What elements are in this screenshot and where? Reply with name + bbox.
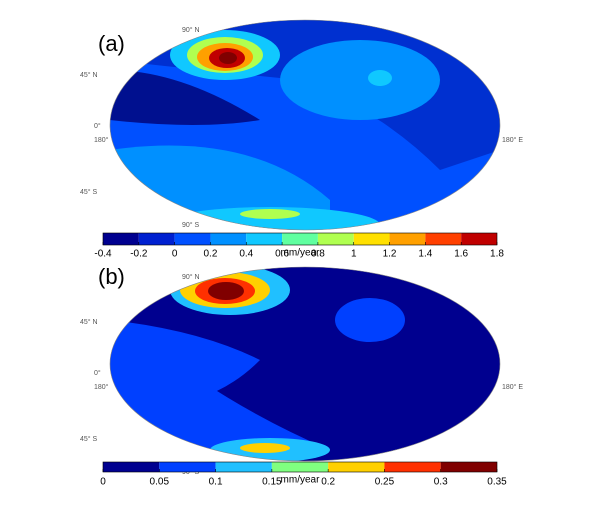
- graticule-label: 45° N: [80, 71, 98, 79]
- colorbar-segment: [353, 233, 390, 245]
- graticule-label: 180°: [94, 136, 109, 144]
- colorbar-segment: [440, 462, 497, 472]
- colorbar-tick-label: 0.25: [375, 477, 395, 488]
- colorbar-tick-label: -0.2: [130, 249, 148, 260]
- graticule-label: 90° N: [182, 273, 200, 281]
- map-b: [110, 267, 500, 461]
- graticule-label: 90° N: [182, 26, 200, 34]
- colorbar-frame: [102, 461, 498, 473]
- colorbar-segment: [328, 462, 385, 472]
- colorbar-frame: [102, 232, 498, 246]
- colorbar-tick-label: 1.8: [490, 249, 504, 260]
- colorbar-tick-label: 0.2: [321, 477, 335, 488]
- colorbar-tick-label: 0: [172, 249, 178, 260]
- graticule-label: 45° N: [80, 318, 98, 326]
- panel-label: (a): [98, 31, 125, 56]
- colorbar-segment: [425, 233, 462, 245]
- colorbar-tick-label: 1.6: [454, 249, 468, 260]
- graticule-label: 90° S: [182, 221, 200, 229]
- graticule-label: 45° S: [80, 435, 98, 443]
- colorbar-tick-label: 0.05: [150, 477, 170, 488]
- colorbar-segment: [271, 462, 329, 472]
- colorbar-tick-label: 1.2: [383, 249, 397, 260]
- colorbar-tick-label: 0.2: [204, 249, 218, 260]
- colorbar-tick-label: 1.4: [418, 249, 432, 260]
- graticule-label: 180° E: [502, 383, 523, 391]
- colorbar-segment: [174, 233, 211, 245]
- colorbar-segment: [389, 233, 426, 245]
- colorbar-segment: [282, 233, 318, 245]
- colorbar-segment: [159, 462, 216, 472]
- map-outline: [109, 19, 501, 231]
- map-a: [110, 20, 500, 230]
- colorbar-segment: [246, 233, 283, 245]
- colorbar-tick-label: 0.4: [239, 249, 253, 260]
- graticule-label: 0°: [94, 122, 101, 130]
- graticule-label: 0°: [94, 369, 101, 377]
- colorbar-unit: mm/year: [281, 248, 321, 259]
- graticule-label: 45° S: [80, 188, 98, 196]
- colorbar-tick-label: 1: [351, 249, 357, 260]
- panel-label: (b): [98, 264, 125, 289]
- colorbar-tick-label: 0.3: [434, 477, 448, 488]
- colorbar-segment: [461, 233, 497, 245]
- map-outline: [109, 266, 501, 462]
- colorbar-tick-label: 0.35: [487, 477, 507, 488]
- colorbar-tick-label: 0.15: [262, 477, 282, 488]
- colorbar-segment: [215, 462, 272, 472]
- colorbar-tick-label: 0.6: [275, 249, 289, 260]
- colorbar-tick-label: 0: [100, 477, 106, 488]
- colorbar-segment: [384, 462, 441, 472]
- colorbar-tick-label: -0.4: [94, 249, 112, 260]
- colorbar-segment: [103, 462, 160, 472]
- colorbar-segment: [317, 233, 354, 245]
- graticule-label: 180° E: [502, 136, 523, 144]
- colorbar-segment: [210, 233, 247, 245]
- colorbar-tick-label: 0.1: [209, 477, 223, 488]
- colorbar-segment: [103, 233, 139, 245]
- colorbar-tick-label: 0.8: [311, 249, 325, 260]
- colorbar-segment: [138, 233, 175, 245]
- colorbar-unit: mm/year: [281, 475, 321, 486]
- graticule-label: 180°: [94, 383, 109, 391]
